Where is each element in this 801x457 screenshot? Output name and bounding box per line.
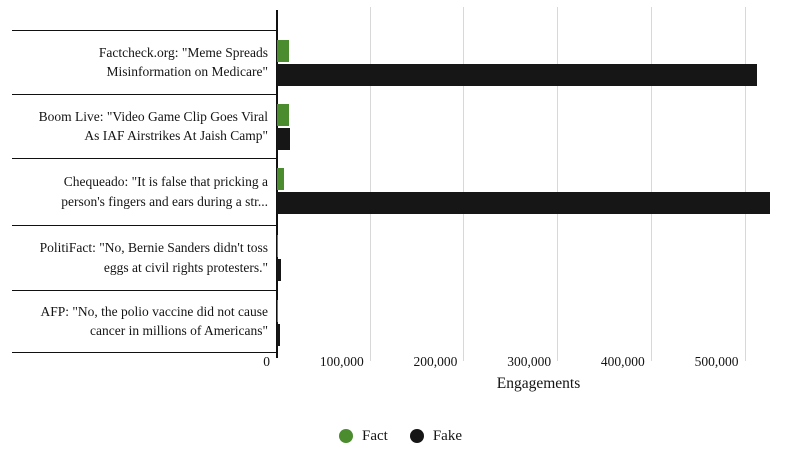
row-divider — [12, 94, 276, 95]
category-label-line: cancer in millions of Americans" — [90, 323, 268, 338]
category-label-line: As IAF Airstrikes At Jaish Camp" — [84, 128, 268, 143]
gridline — [650, 7, 652, 361]
legend-label: Fact — [362, 427, 388, 444]
fact-bar — [277, 40, 290, 62]
x-tick-label: 0 — [263, 354, 270, 369]
fake-bar — [277, 259, 281, 281]
y-axis-line — [275, 10, 278, 358]
fact-bar — [277, 104, 289, 126]
x-tick-label: 300,000 — [507, 354, 552, 369]
gridline — [744, 7, 746, 361]
category-label-line: person's fingers and ears during a str..… — [61, 193, 268, 209]
x-tick-label: 400,000 — [600, 354, 645, 369]
x-tick-label: 500,000 — [694, 354, 739, 369]
category-label-line: Factcheck.org: "Meme Spreads — [98, 44, 268, 60]
row-divider — [12, 158, 276, 159]
legend-item: Fact — [339, 428, 388, 445]
x-tick-label: 100,000 — [319, 354, 364, 369]
gridline — [463, 7, 465, 361]
row-divider — [12, 30, 276, 31]
legend: Fact Fake — [0, 426, 801, 446]
row-divider — [12, 225, 276, 226]
legend-fake-dot-icon — [409, 429, 424, 443]
category-label-line: Chequeado: "It is false that pricking a — [63, 174, 268, 189]
x-tick-label: 200,000 — [413, 354, 458, 369]
legend-item: Fake — [409, 427, 462, 445]
row-divider — [12, 290, 276, 291]
category-label-line: eggs at civil rights protesters." — [103, 259, 268, 275]
fake-bar — [277, 128, 291, 150]
fake-bar — [277, 192, 770, 214]
category-label: Factcheck.org: "Meme Spreads Misinformati… — [0, 30, 268, 94]
category-label: Boom Live: "Video Game Clip Goes Viral As… — [0, 94, 268, 158]
fact-bar — [277, 168, 284, 190]
category-label-line: PolitiFact: "No, Bernie Sanders didn't t… — [39, 240, 268, 255]
category-label: AFP: "No, the polio vaccine did not caus… — [0, 290, 268, 352]
category-label: Chequeado: "It is false that pricking a p… — [0, 158, 268, 225]
category-label-line: Boom Live: "Video Game Clip Goes Viral — [38, 108, 268, 124]
gridline — [369, 7, 371, 361]
fake-bar — [277, 64, 757, 86]
category-label-line: AFP: "No, the polio vaccine did not caus… — [40, 303, 268, 319]
category-label-line: Misinformation on Medicare" — [106, 64, 268, 79]
gridline — [557, 7, 559, 361]
category-label: PolitiFact: "No, Bernie Sanders didn't t… — [0, 225, 268, 290]
row-divider — [12, 352, 276, 353]
fake-bar — [277, 324, 281, 346]
legend-fact-dot-icon — [339, 429, 353, 443]
legend-label: Fake — [432, 427, 462, 444]
x-axis-title: Engagements — [496, 375, 581, 392]
